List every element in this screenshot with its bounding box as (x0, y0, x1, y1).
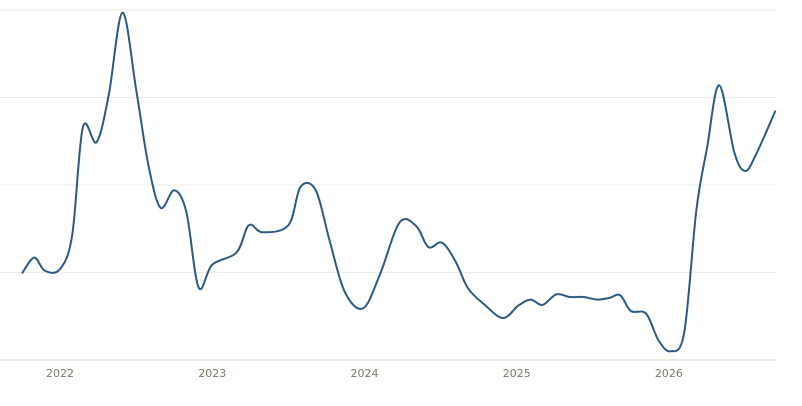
x-tick-label: 2024 (350, 367, 378, 380)
line (21, 11, 777, 353)
x-tick-label: 2026 (655, 367, 683, 380)
x-tick-label: 2023 (198, 367, 226, 380)
x-tick-label: 2025 (503, 367, 531, 380)
x-tick-label: 2022 (46, 367, 74, 380)
